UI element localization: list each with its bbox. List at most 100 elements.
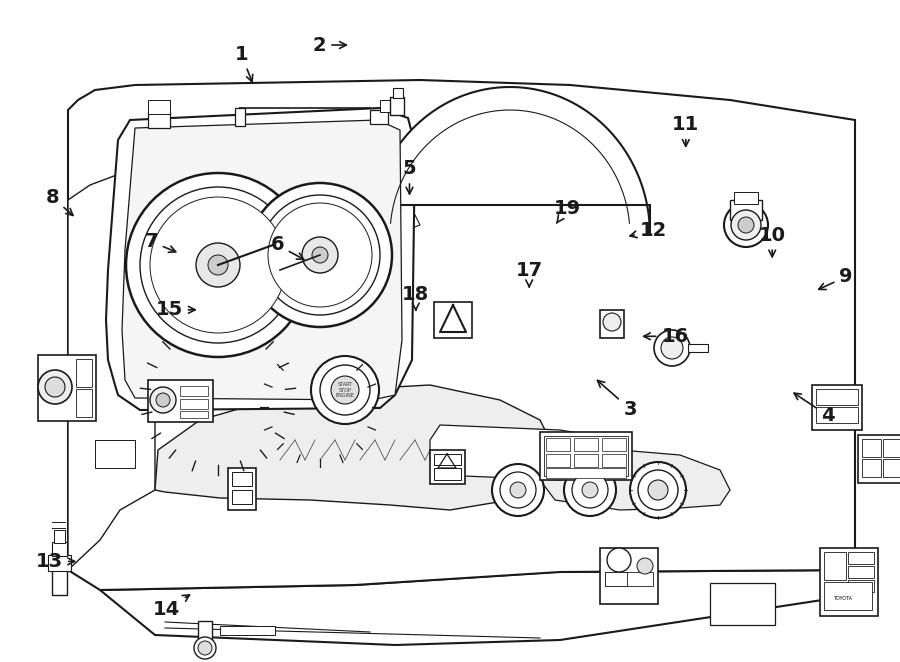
Bar bbox=[148, 100, 170, 114]
Bar bbox=[95, 440, 135, 468]
Text: 12: 12 bbox=[630, 221, 667, 240]
Circle shape bbox=[208, 255, 228, 275]
Text: 16: 16 bbox=[644, 327, 688, 346]
Circle shape bbox=[510, 482, 526, 498]
Circle shape bbox=[603, 313, 621, 331]
Circle shape bbox=[661, 337, 683, 359]
Bar bbox=[180, 399, 208, 409]
Bar bbox=[824, 582, 872, 610]
Circle shape bbox=[126, 173, 310, 357]
Bar bbox=[148, 112, 170, 128]
Circle shape bbox=[724, 203, 768, 247]
Bar bbox=[393, 88, 403, 98]
Bar bbox=[434, 454, 461, 465]
Bar bbox=[600, 310, 624, 338]
Bar bbox=[380, 100, 394, 112]
Polygon shape bbox=[68, 80, 855, 590]
Circle shape bbox=[564, 464, 616, 516]
Circle shape bbox=[45, 377, 65, 397]
Text: 5: 5 bbox=[402, 160, 417, 194]
Text: 8: 8 bbox=[45, 188, 73, 215]
Bar bbox=[52, 542, 67, 556]
Bar bbox=[816, 407, 858, 423]
Bar bbox=[816, 389, 858, 405]
Bar bbox=[848, 580, 874, 592]
Circle shape bbox=[248, 183, 392, 327]
Text: 13: 13 bbox=[36, 552, 75, 571]
Text: 3: 3 bbox=[598, 381, 637, 418]
Circle shape bbox=[156, 393, 170, 407]
Circle shape bbox=[194, 637, 216, 659]
Circle shape bbox=[260, 195, 380, 315]
Bar bbox=[605, 572, 627, 586]
Bar bbox=[605, 572, 653, 586]
Bar bbox=[824, 552, 846, 580]
Circle shape bbox=[150, 197, 286, 333]
Circle shape bbox=[331, 376, 359, 404]
Polygon shape bbox=[540, 450, 730, 510]
Text: 4: 4 bbox=[794, 393, 835, 425]
Bar bbox=[600, 548, 658, 604]
Bar bbox=[52, 570, 67, 595]
Circle shape bbox=[654, 330, 690, 366]
Bar bbox=[544, 436, 628, 476]
Text: START
STOP
ENGINE: START STOP ENGINE bbox=[336, 382, 355, 399]
Circle shape bbox=[500, 472, 536, 508]
Bar bbox=[848, 552, 874, 564]
Bar bbox=[148, 380, 213, 422]
Bar bbox=[180, 411, 208, 418]
Circle shape bbox=[140, 187, 296, 343]
Bar bbox=[48, 555, 71, 571]
Text: 17: 17 bbox=[516, 261, 543, 287]
Text: TOYOTA: TOYOTA bbox=[833, 596, 852, 600]
Text: 6: 6 bbox=[270, 236, 303, 260]
Text: 11: 11 bbox=[672, 115, 699, 146]
Circle shape bbox=[312, 247, 328, 263]
Bar bbox=[858, 435, 900, 483]
Bar bbox=[54, 530, 65, 543]
Bar bbox=[180, 386, 208, 396]
Bar bbox=[602, 438, 626, 451]
Polygon shape bbox=[265, 195, 420, 240]
Circle shape bbox=[492, 464, 544, 516]
Bar bbox=[862, 459, 881, 477]
Bar bbox=[434, 302, 472, 338]
Bar bbox=[228, 468, 256, 510]
Polygon shape bbox=[106, 108, 415, 410]
Text: 10: 10 bbox=[759, 226, 786, 257]
Circle shape bbox=[630, 462, 686, 518]
Polygon shape bbox=[68, 165, 155, 570]
Bar bbox=[812, 385, 862, 430]
Bar bbox=[390, 97, 404, 115]
Circle shape bbox=[311, 356, 379, 424]
Polygon shape bbox=[100, 570, 855, 645]
Bar bbox=[546, 454, 570, 467]
Circle shape bbox=[638, 470, 678, 510]
Circle shape bbox=[38, 370, 72, 404]
Bar bbox=[232, 490, 252, 504]
Bar bbox=[734, 192, 758, 204]
Circle shape bbox=[738, 217, 754, 233]
Bar bbox=[198, 621, 212, 653]
Polygon shape bbox=[370, 87, 650, 235]
Circle shape bbox=[302, 237, 338, 273]
Circle shape bbox=[572, 472, 608, 508]
Text: 7: 7 bbox=[145, 232, 176, 252]
Circle shape bbox=[196, 243, 240, 287]
Circle shape bbox=[637, 558, 653, 574]
Text: 9: 9 bbox=[819, 267, 853, 289]
Text: 14: 14 bbox=[153, 595, 190, 618]
Bar bbox=[546, 468, 626, 478]
Text: 2: 2 bbox=[312, 36, 346, 54]
Bar bbox=[546, 438, 570, 451]
Text: 1: 1 bbox=[234, 45, 253, 81]
Bar bbox=[76, 359, 92, 387]
Circle shape bbox=[731, 210, 761, 240]
Bar bbox=[820, 548, 878, 616]
Bar bbox=[848, 566, 874, 578]
Circle shape bbox=[320, 365, 370, 415]
Bar bbox=[730, 200, 762, 220]
Bar bbox=[883, 439, 900, 457]
Bar bbox=[574, 438, 598, 451]
Bar bbox=[76, 389, 92, 417]
